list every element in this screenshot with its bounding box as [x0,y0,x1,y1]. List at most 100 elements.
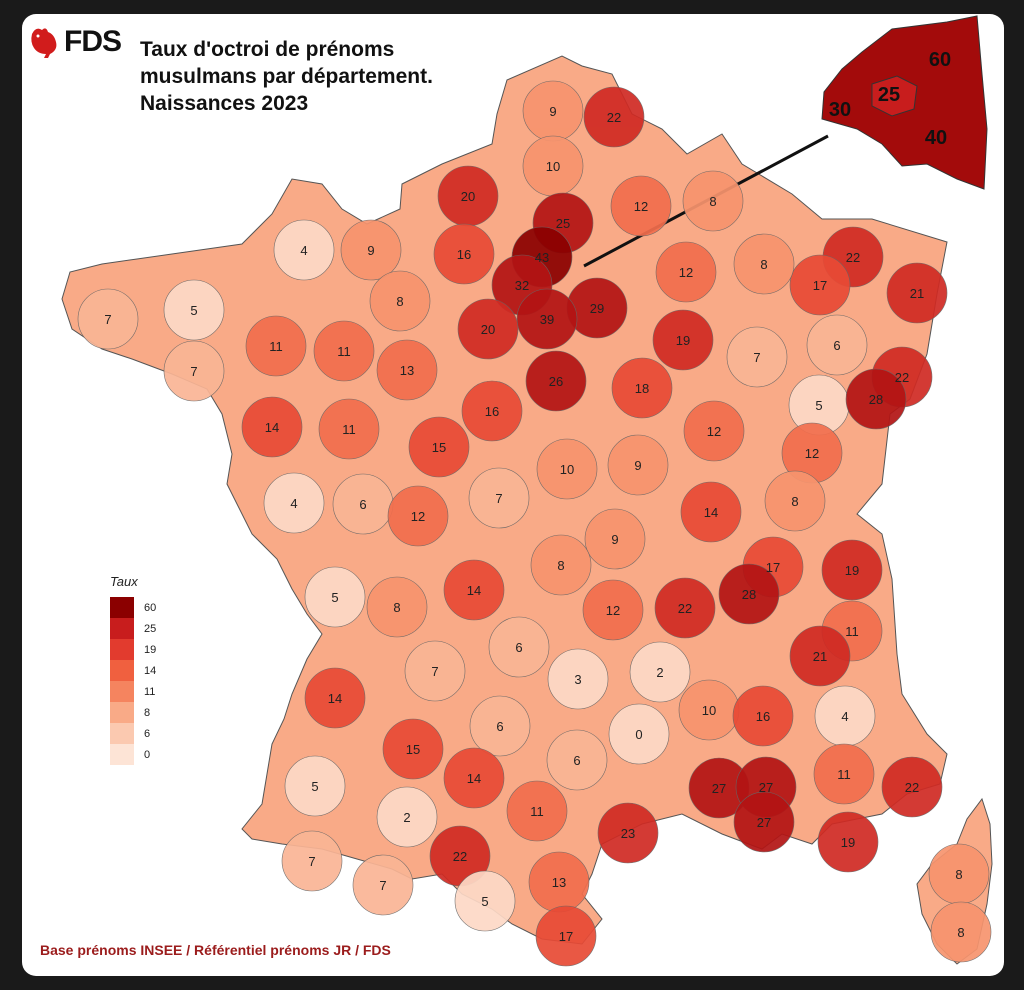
department-value: 16 [756,709,770,724]
legend-swatch [110,681,134,702]
department-area [245,315,307,377]
department-area [789,625,851,687]
legend-item: 60 [110,597,156,618]
legend-label: 8 [144,706,151,719]
department-value: 14 [467,583,481,598]
department-area [376,339,438,401]
department-area [886,262,948,324]
department-area [433,223,495,285]
department-area [680,481,742,543]
department-value: 8 [791,494,798,509]
legend-item: 8 [110,702,156,723]
department-area [582,579,644,641]
department-value: 22 [895,370,909,385]
department-value: 15 [432,440,446,455]
department-area [547,648,609,710]
department-value: 28 [869,392,883,407]
department-value: 15 [406,742,420,757]
department-value: 5 [481,894,488,909]
legend-item: 14 [110,660,156,681]
department-area [273,219,335,281]
department-area [352,854,414,916]
department-value: 12 [707,424,721,439]
department-area [506,780,568,842]
inset-value: 40 [925,127,947,149]
department-area [443,747,505,809]
legend-title: Taux [110,574,138,589]
department-value: 20 [461,189,475,204]
department-area [304,667,366,729]
department-area [611,357,673,419]
legend-label: 11 [144,685,156,698]
department-area [77,288,139,350]
department-area [376,786,438,848]
department-area [281,830,343,892]
department-value: 3 [574,672,581,687]
paris-inset-center [871,75,918,117]
department-value: 9 [634,458,641,473]
department-area [764,470,826,532]
department-area [382,718,444,780]
department-value: 17 [559,929,573,944]
department-area [263,472,325,534]
legend-swatch [110,744,134,765]
legend-item: 6 [110,723,156,744]
department-value: 22 [453,849,467,864]
department-value: 18 [635,381,649,396]
department-value: 5 [331,590,338,605]
department-value: 27 [759,780,773,795]
department-value: 11 [269,339,283,354]
department-value: 7 [495,491,502,506]
department-area [454,870,516,932]
department-value: 13 [552,875,566,890]
department-area [597,802,659,864]
department-area [536,438,598,500]
department-value: 17 [766,560,780,575]
department-area [726,326,788,388]
department-area [241,396,303,458]
department-value: 39 [540,312,554,327]
map-frame: 9 22 10 20 25 12 8 4 9 16 43 32 29 39 12 22 17 21 8 7 5 8 7 11 1… [22,14,1004,976]
department-area [654,577,716,639]
department-area [457,298,519,360]
department-area [340,219,402,281]
inset-value: 25 [878,84,900,106]
legend-label: 19 [144,643,157,656]
legend-item: 25 [110,618,156,639]
department-area [404,640,466,702]
department-value: 9 [367,243,374,258]
department-value: 10 [560,462,574,477]
department-value: 4 [841,709,848,724]
department-value: 8 [396,294,403,309]
department-value: 8 [709,194,716,209]
department-value: 14 [467,771,481,786]
department-area [516,288,578,350]
department-value: 22 [846,250,860,265]
department-value: 8 [955,867,962,882]
department-value: 21 [813,649,827,664]
department-value: 17 [813,278,827,293]
department-area [733,233,795,295]
department-area [821,539,883,601]
department-value: 8 [760,257,767,272]
legend-swatch [110,702,134,723]
department-value: 20 [481,322,495,337]
legend-swatch [110,723,134,744]
department-area [546,729,608,791]
department-area [608,703,670,765]
fds-logo: FDS [26,24,122,60]
department-value: 11 [845,624,859,639]
department-area [387,485,449,547]
title-line-1: Taux d'octroi de prénoms [140,38,395,61]
inset-value: 30 [829,99,851,121]
department-area [629,641,691,703]
department-area [733,791,795,853]
legend-label: 14 [144,664,157,677]
department-area [284,755,346,817]
department-area [469,695,531,757]
department-value: 7 [308,854,315,869]
department-area [369,270,431,332]
department-area [718,563,780,625]
department-value: 5 [190,303,197,318]
legend-label: 60 [144,601,157,614]
